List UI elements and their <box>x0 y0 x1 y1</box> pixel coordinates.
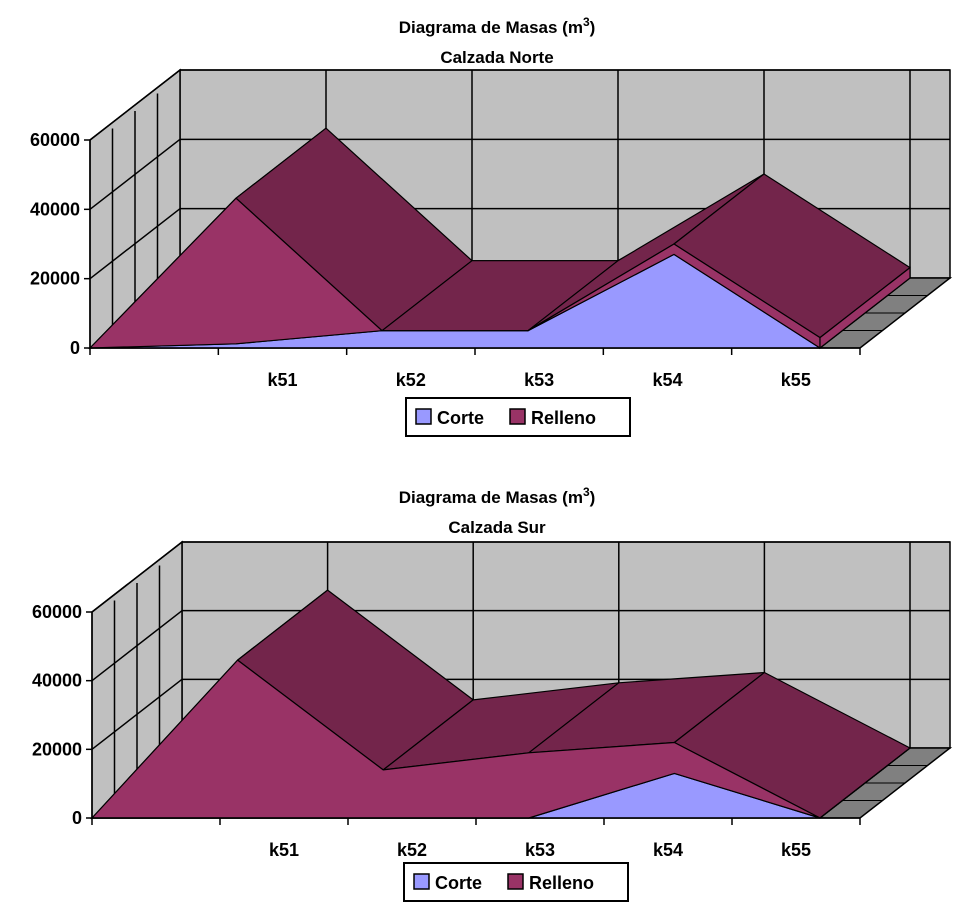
series-relleno <box>91 589 911 819</box>
gridline <box>89 69 181 141</box>
x-tick-label: k55 <box>781 840 811 860</box>
legend-swatch <box>415 408 432 425</box>
legend-swatch <box>509 408 526 425</box>
y-tick-label: 60000 <box>32 602 82 622</box>
legend-swatch <box>413 873 430 890</box>
area-end-face <box>819 747 911 819</box>
plot-area <box>87 68 953 350</box>
x-tick-label: k55 <box>781 370 811 390</box>
chart-subtitle: Calzada Sur <box>448 518 546 537</box>
legend-label: Corte <box>435 873 482 893</box>
legend-box <box>403 862 629 902</box>
gridline <box>91 541 183 613</box>
chart-calzada-sur: Diagrama de Masas (m3) Calzada Sur 0 2000… <box>32 485 953 902</box>
legend-label: Relleno <box>531 408 596 428</box>
x-axis: k51 k52 k53 k54 k55 <box>89 347 861 390</box>
x-tick-label: k53 <box>525 840 555 860</box>
y-axis: 0 20000 40000 60000 <box>32 602 93 828</box>
area-end-face <box>819 266 911 350</box>
y-tick-label: 60000 <box>30 130 80 150</box>
x-tick-label: k53 <box>524 370 554 390</box>
y-tick-label: 20000 <box>32 739 82 759</box>
chart-subtitle: Calzada Norte <box>440 48 553 67</box>
x-axis: k51 k52 k53 k54 k55 <box>91 817 861 860</box>
y-tick-label: 0 <box>70 338 80 358</box>
legend-label: Corte <box>437 408 484 428</box>
legend-label: Relleno <box>529 873 594 893</box>
chart-title-superscript: 3 <box>583 485 590 499</box>
chart-title-superscript: 3 <box>583 15 590 29</box>
chart-title: Diagrama de Masas (m3) <box>399 485 596 507</box>
y-tick-label: 0 <box>72 808 82 828</box>
x-tick-label: k51 <box>269 840 299 860</box>
plot-area <box>89 540 953 820</box>
y-tick-label: 20000 <box>30 269 80 289</box>
legend: Corte Relleno <box>405 397 631 437</box>
y-tick-label: 40000 <box>30 199 80 219</box>
x-tick-label: k54 <box>652 370 682 390</box>
x-tick-label: k51 <box>267 370 297 390</box>
x-tick-label: k52 <box>397 840 427 860</box>
legend-swatch <box>507 873 524 890</box>
y-axis: 0 20000 40000 60000 <box>30 130 91 358</box>
chart-calzada-norte: Diagrama de Masas (m3) Calzada Norte 0 20… <box>30 15 953 437</box>
chart-title: Diagrama de Masas (m3) <box>399 15 596 37</box>
x-tick-label: k52 <box>396 370 426 390</box>
series-relleno <box>89 127 911 350</box>
x-tick-label: k54 <box>653 840 683 860</box>
y-tick-label: 40000 <box>32 671 82 691</box>
legend: Corte Relleno <box>403 862 629 902</box>
